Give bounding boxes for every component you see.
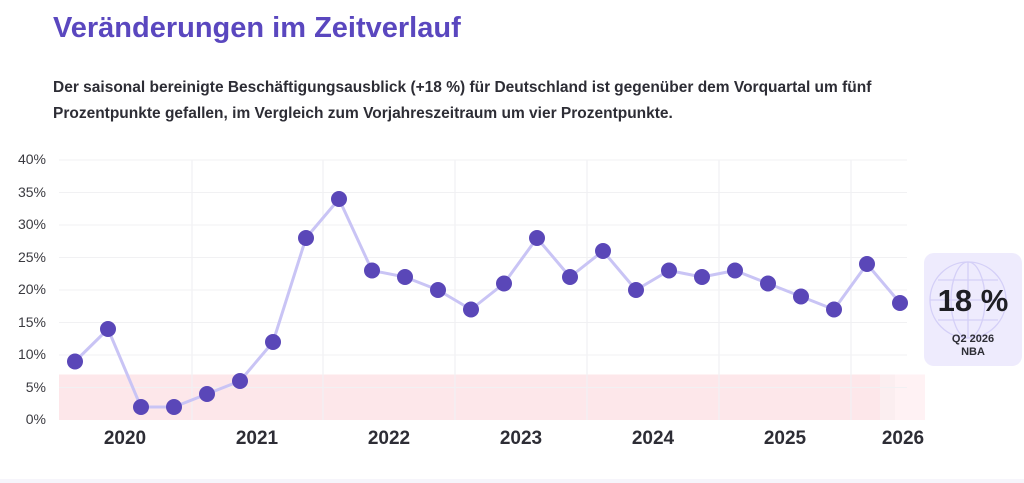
chart-description: Der saisonal bereinigte Beschäftigungsau… bbox=[53, 79, 872, 122]
data-point[interactable]: Q1 2023: 28% bbox=[529, 230, 545, 246]
y-tick-label: 10% bbox=[17, 346, 46, 362]
data-point[interactable]: Q1 2021: 12% bbox=[265, 334, 281, 350]
data-point[interactable]: Q3 2019: 9% bbox=[67, 353, 83, 370]
x-tick-label: 2022 bbox=[367, 428, 411, 449]
threshold-band-fade bbox=[895, 374, 925, 420]
y-tick-label: 20% bbox=[17, 281, 46, 297]
x-tick-label: 2021 bbox=[235, 428, 279, 449]
y-tick-label: 40% bbox=[17, 151, 46, 167]
data-point[interactable]: Q1 2025: 19% bbox=[793, 288, 809, 305]
x-tick-label: 2020 bbox=[103, 428, 147, 449]
page-title: Veränderungen im Zeitverlauf bbox=[53, 12, 461, 44]
y-tick-label: 25% bbox=[17, 248, 46, 265]
badge-label: NBA bbox=[961, 346, 985, 358]
data-point[interactable]: Q3 2021: 34% bbox=[331, 191, 347, 207]
data-point[interactable]: Q3 2020: 4% bbox=[199, 386, 215, 402]
data-point[interactable]: Q3 2025: 24% bbox=[859, 256, 875, 272]
threshold-band-fade bbox=[880, 374, 895, 420]
data-point[interactable]: Q3 2023: 26% bbox=[595, 243, 611, 259]
y-tick-label: 30% bbox=[17, 216, 46, 232]
globe-icon bbox=[929, 261, 1007, 339]
data-point[interactable]: Q2 2020: 2% bbox=[166, 399, 182, 415]
data-point[interactable]: Q1 2022: 22% bbox=[397, 269, 413, 285]
x-tick-label: 2026 bbox=[881, 428, 925, 449]
x-tick-label: 2024 bbox=[631, 428, 675, 449]
data-point[interactable]: Q4 2019: 14% bbox=[100, 321, 116, 337]
data-point[interactable]: Q2 2021: 28% bbox=[298, 230, 314, 246]
data-point[interactable]: Q1 2024: 23% bbox=[661, 262, 677, 279]
data-point[interactable]: Q4 2025: 18% bbox=[892, 295, 908, 311]
badge-value: 18 % bbox=[937, 283, 1009, 318]
current-value-badge: 18 % Q2 2026 NBA bbox=[924, 253, 1022, 366]
threshold-band bbox=[59, 374, 880, 420]
data-point[interactable]: Q2 2022: 20% bbox=[430, 282, 446, 298]
data-point[interactable]: Q4 2024: 21% bbox=[760, 275, 776, 292]
y-tick-label: 0% bbox=[25, 411, 46, 427]
divider bbox=[0, 479, 1024, 483]
data-point[interactable]: Q4 2020: 6% bbox=[232, 373, 248, 389]
data-point[interactable]: Q2 2025: 17% bbox=[826, 301, 842, 318]
data-point[interactable]: Q1 2020: 2% bbox=[133, 399, 149, 415]
data-point[interactable]: Q2 2024: 22% bbox=[694, 269, 710, 285]
x-tick-label: 2025 bbox=[763, 428, 807, 449]
y-tick-label: 35% bbox=[17, 183, 46, 200]
data-point[interactable]: Q3 2024: 23% bbox=[727, 262, 743, 279]
data-point[interactable]: Q4 2021: 23% bbox=[364, 262, 380, 279]
data-point[interactable]: Q3 2022: 17% bbox=[463, 301, 479, 318]
data-point[interactable]: Q4 2022: 21% bbox=[496, 275, 512, 292]
badge-period: Q2 2026 bbox=[951, 333, 995, 345]
y-tick-label: 5% bbox=[25, 378, 46, 395]
data-point[interactable]: Q2 2023: 22% bbox=[562, 269, 578, 285]
y-tick-label: 15% bbox=[17, 313, 46, 330]
x-tick-label: 2023 bbox=[499, 428, 543, 449]
data-point[interactable]: Q4 2023: 20% bbox=[628, 282, 644, 298]
